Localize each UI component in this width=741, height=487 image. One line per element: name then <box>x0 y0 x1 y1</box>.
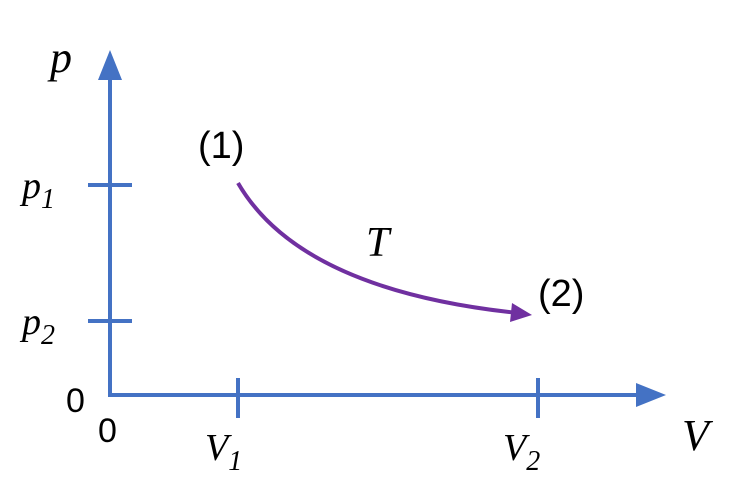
curve-arrow <box>510 303 532 322</box>
y-axis-arrow <box>98 50 122 80</box>
x-axis-arrow <box>636 383 666 407</box>
curve-label: T <box>366 220 392 266</box>
y-origin: 0 <box>66 382 85 420</box>
point-label: (1) <box>198 125 244 167</box>
y-tick-label: p2 <box>19 301 55 351</box>
x-origin: 0 <box>98 412 117 450</box>
isotherm-curve <box>236 181 519 315</box>
x-axis-label: V <box>682 411 714 460</box>
x-tick-label: V1 <box>205 427 242 477</box>
y-axis-label: p <box>47 33 72 82</box>
point-label: (2) <box>538 273 584 315</box>
y-tick-label: p1 <box>19 165 55 215</box>
x-tick-label: V2 <box>503 427 540 477</box>
